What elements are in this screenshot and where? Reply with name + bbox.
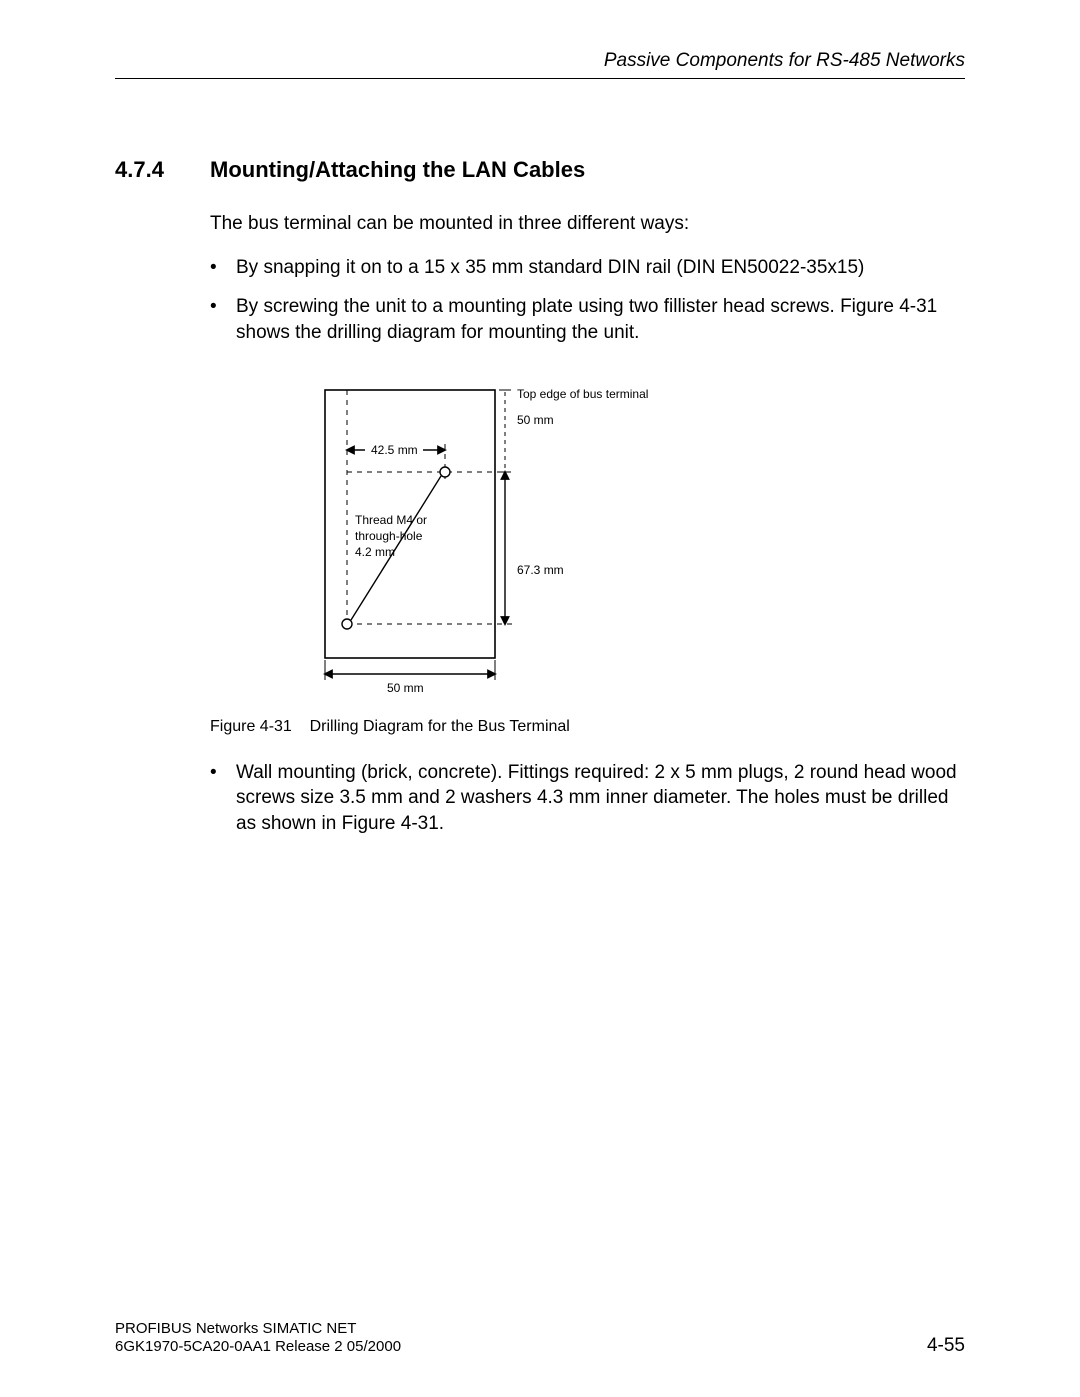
top-edge-label: Top edge of bus terminal	[517, 387, 648, 401]
list-item: By snapping it on to a 15 x 35 mm standa…	[210, 255, 965, 281]
intro-paragraph: The bus terminal can be mounted in three…	[210, 211, 965, 237]
dim-top-label: 50 mm	[517, 413, 554, 427]
thread-label-2: through-hole	[355, 529, 423, 543]
drilling-diagram-svg: 42.5 mm Thread M4 or through-hole 4.2 mm…	[305, 384, 665, 704]
running-header: Passive Components for RS-485 Networks	[115, 50, 965, 79]
footer-page-number: 4-55	[927, 1335, 965, 1357]
figure-caption: Figure 4-31 Drilling Diagram for the Bus…	[210, 718, 965, 736]
footer-line-1: PROFIBUS Networks SIMATIC NET	[115, 1320, 401, 1339]
section-heading-row: 4.7.4 Mounting/Attaching the LAN Cables	[115, 157, 965, 183]
hole-bottom-icon	[342, 619, 352, 629]
page-footer: PROFIBUS Networks SIMATIC NET 6GK1970-5C…	[115, 1320, 965, 1358]
figure-caption-text: Drilling Diagram for the Bus Terminal	[310, 718, 570, 735]
bullet-list-bottom: Wall mounting (brick, concrete). Fitting…	[210, 760, 965, 837]
footer-line-2: 6GK1970-5CA20-0AA1 Release 2 05/2000	[115, 1338, 401, 1357]
section-number: 4.7.4	[115, 157, 210, 183]
figure-caption-label: Figure 4-31	[210, 718, 292, 735]
list-item: By screwing the unit to a mounting plate…	[210, 294, 965, 345]
dim-width-label: 42.5 mm	[371, 443, 418, 457]
thread-label-3: 4.2 mm	[355, 545, 395, 559]
section-title: Mounting/Attaching the LAN Cables	[210, 157, 585, 183]
figure: 42.5 mm Thread M4 or through-hole 4.2 mm…	[115, 384, 965, 736]
dim-bottom-label: 50 mm	[387, 681, 424, 695]
hole-top-icon	[440, 467, 450, 477]
dim-height-label: 67.3 mm	[517, 563, 564, 577]
list-item: Wall mounting (brick, concrete). Fitting…	[210, 760, 965, 837]
footer-left: PROFIBUS Networks SIMATIC NET 6GK1970-5C…	[115, 1320, 401, 1358]
page: Passive Components for RS-485 Networks 4…	[0, 0, 1080, 1397]
bullet-list-top: By snapping it on to a 15 x 35 mm standa…	[210, 255, 965, 346]
thread-label-1: Thread M4 or	[355, 513, 427, 527]
